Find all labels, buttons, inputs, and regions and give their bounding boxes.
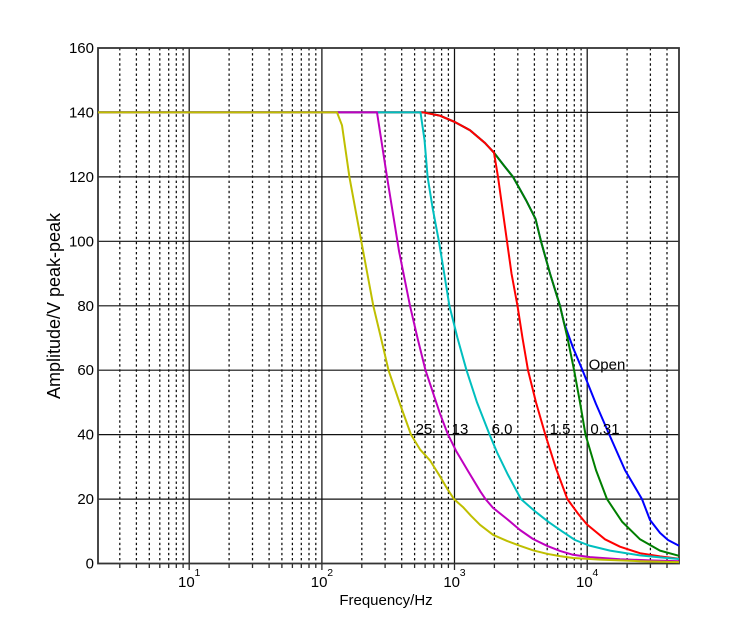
svg-text:80: 80 xyxy=(77,298,94,315)
svg-text:0: 0 xyxy=(86,556,94,573)
svg-text:160: 160 xyxy=(69,40,94,57)
svg-text:2: 2 xyxy=(327,567,333,579)
svg-text:10: 10 xyxy=(178,574,195,591)
svg-text:3: 3 xyxy=(460,567,466,579)
svg-text:Amplitude/V peak-peak: Amplitude/V peak-peak xyxy=(44,212,64,399)
svg-text:4: 4 xyxy=(593,567,599,579)
svg-text:1.5: 1.5 xyxy=(550,421,571,438)
svg-text:20: 20 xyxy=(77,491,94,508)
svg-text:25: 25 xyxy=(416,421,433,438)
svg-text:Frequency/Hz: Frequency/Hz xyxy=(339,592,432,609)
svg-text:0.31: 0.31 xyxy=(590,421,619,438)
svg-text:100: 100 xyxy=(69,233,94,250)
svg-text:1: 1 xyxy=(195,567,201,579)
svg-text:10: 10 xyxy=(443,574,460,591)
svg-text:10: 10 xyxy=(311,574,328,591)
svg-text:140: 140 xyxy=(69,104,94,121)
svg-text:6.0: 6.0 xyxy=(492,421,513,438)
svg-text:Open: Open xyxy=(589,357,626,374)
svg-text:40: 40 xyxy=(77,427,94,444)
svg-text:60: 60 xyxy=(77,362,94,379)
svg-text:13: 13 xyxy=(452,421,469,438)
svg-text:10: 10 xyxy=(576,574,593,591)
svg-text:120: 120 xyxy=(69,169,94,186)
